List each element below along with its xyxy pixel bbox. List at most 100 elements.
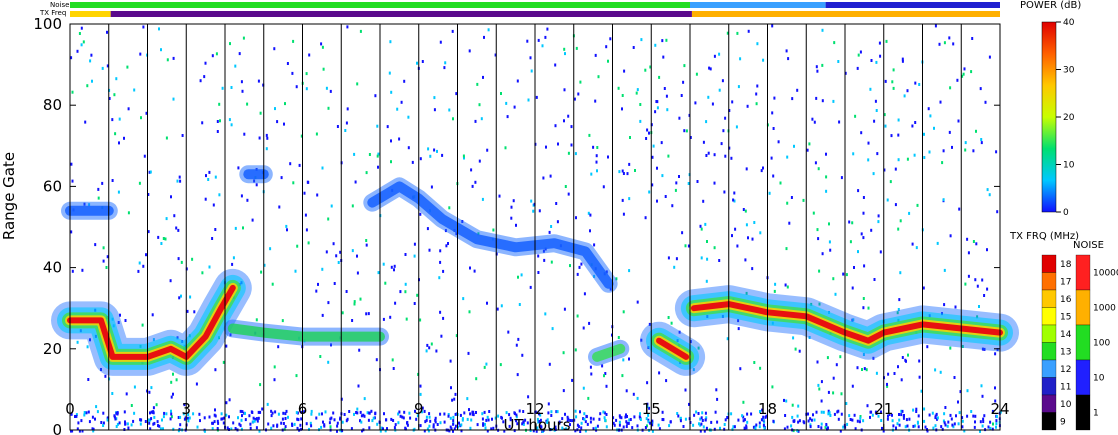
scatter-point xyxy=(583,412,586,416)
scatter-point xyxy=(682,425,685,428)
scatter-point xyxy=(556,220,559,224)
scatter-point xyxy=(191,257,194,261)
scatter-point xyxy=(398,137,401,141)
scatter-point xyxy=(351,319,354,322)
scatter-point xyxy=(612,421,615,425)
scatter-point xyxy=(981,394,984,398)
scatter-point xyxy=(497,414,500,418)
scatter-point xyxy=(411,160,414,164)
scatter-point xyxy=(535,429,538,433)
scatter-point xyxy=(291,71,294,75)
scatter-point xyxy=(115,411,118,415)
scatter-point xyxy=(892,424,895,428)
scatter-point xyxy=(188,416,191,420)
scatter-point xyxy=(618,420,621,424)
scatter-point xyxy=(618,423,621,427)
scatter-point xyxy=(981,424,984,428)
scatter-point xyxy=(100,421,103,424)
scatter-point xyxy=(913,153,916,157)
scatter-point xyxy=(187,413,190,417)
scatter-point xyxy=(76,340,79,344)
scatter-point xyxy=(119,313,121,317)
scatter-point xyxy=(300,410,303,414)
scatter-point xyxy=(929,114,932,118)
scatter-point xyxy=(851,418,854,422)
scatter-point xyxy=(321,267,324,271)
scatter-point xyxy=(716,420,719,424)
scatter-point xyxy=(452,117,454,121)
scatter-point xyxy=(832,99,835,103)
scatter-point xyxy=(978,305,980,308)
scatter-point xyxy=(359,297,362,301)
scatter-point xyxy=(419,424,422,428)
scatter-point xyxy=(678,175,680,178)
scatter-point xyxy=(353,300,356,304)
x-tick-label: 0 xyxy=(65,400,75,418)
scatter-point xyxy=(904,358,907,362)
scatter-point xyxy=(403,410,406,414)
scatter-point xyxy=(390,90,393,94)
x-tick-label: 9 xyxy=(414,400,424,418)
scatter-point xyxy=(742,419,745,423)
scatter-point xyxy=(153,421,156,425)
scatter-point xyxy=(83,413,86,417)
scatter-point xyxy=(170,409,172,413)
scatter-point xyxy=(953,376,956,379)
scatter-point xyxy=(656,106,659,110)
scatter-point xyxy=(172,372,174,376)
scatter-point xyxy=(574,348,577,352)
scatter-point xyxy=(538,420,541,423)
scatter-point xyxy=(589,229,591,233)
scatter-point xyxy=(336,429,338,433)
power-colorbar-label: 10 xyxy=(1063,161,1075,171)
scatter-point xyxy=(179,179,182,183)
scatter-point xyxy=(424,420,427,424)
scatter-point xyxy=(256,419,259,423)
scatter-point xyxy=(139,422,142,426)
scatter-point xyxy=(577,92,580,96)
scatter-point xyxy=(840,392,843,396)
scatter-point xyxy=(582,326,585,330)
scatter-point xyxy=(699,429,702,433)
scatter-point xyxy=(482,75,484,79)
scatter-point xyxy=(713,54,716,58)
scatter-point xyxy=(283,427,286,431)
scatter-point xyxy=(629,136,631,139)
scatter-point xyxy=(911,242,914,246)
scatter-point xyxy=(365,239,368,242)
scatter-point xyxy=(762,166,764,170)
scatter-point xyxy=(240,427,243,431)
scatter-point xyxy=(147,193,150,196)
scatter-point xyxy=(345,121,348,125)
scatter-point xyxy=(226,426,229,430)
scatter-point xyxy=(303,191,306,195)
scatter-point xyxy=(249,422,252,426)
scatter-point xyxy=(966,389,969,393)
scatter-point xyxy=(321,313,324,317)
scatter-point xyxy=(877,214,880,218)
scatter-point xyxy=(832,376,835,380)
scatter-point xyxy=(996,348,999,352)
scatter-point xyxy=(961,74,964,78)
scatter-point xyxy=(821,99,824,103)
scatter-point xyxy=(862,353,865,356)
scatter-point xyxy=(241,89,244,93)
scatter-point xyxy=(815,96,818,100)
scatter-point xyxy=(915,246,918,250)
scatter-point xyxy=(471,184,474,188)
scatter-point xyxy=(946,424,949,428)
scatter-point xyxy=(986,287,989,291)
scatter-point xyxy=(667,316,670,319)
scatter-point xyxy=(986,188,989,192)
scatter-point xyxy=(705,279,708,283)
scatter-point xyxy=(505,101,508,105)
x-tick-label: 18 xyxy=(758,400,777,418)
scatter-point xyxy=(90,53,93,57)
scatter-point xyxy=(490,427,493,431)
scatter-point xyxy=(728,146,731,150)
scatter-point xyxy=(390,265,393,269)
scatter-point xyxy=(636,396,639,400)
scatter-point xyxy=(791,403,794,407)
scatter-point xyxy=(118,421,121,425)
